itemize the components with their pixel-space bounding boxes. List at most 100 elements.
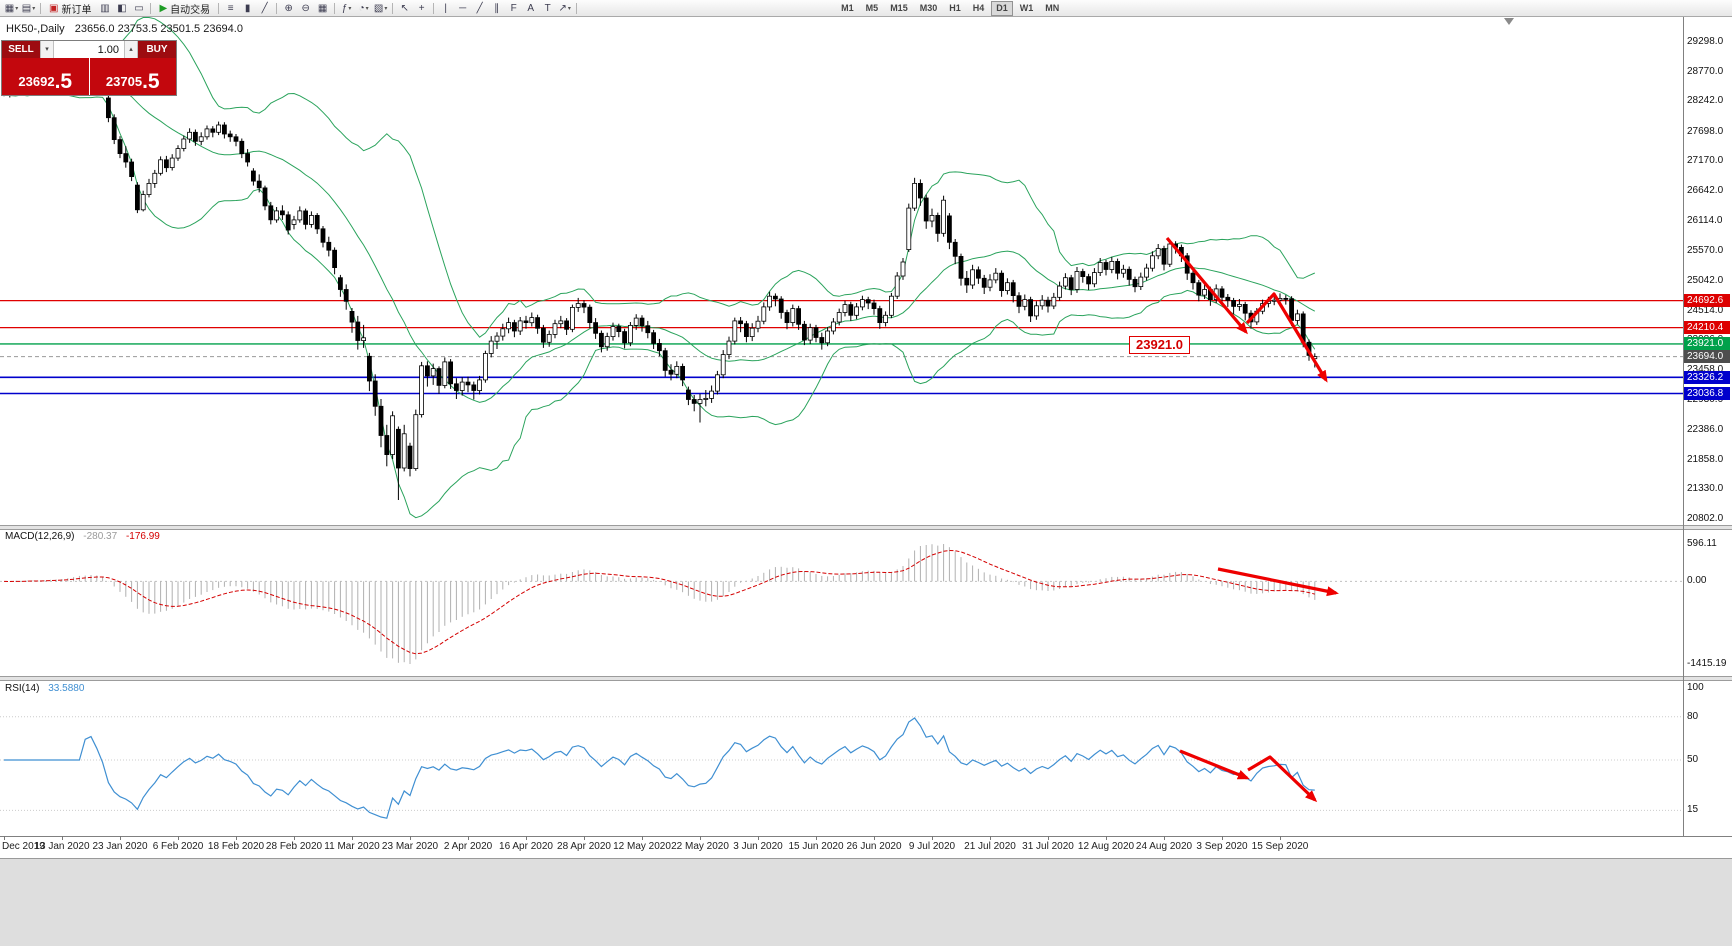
timeframe-m15[interactable]: M15 xyxy=(890,2,908,13)
fibonacci-icon[interactable]: F xyxy=(505,1,522,16)
timeframe-mn[interactable]: MN xyxy=(1045,2,1060,13)
data-window-icon-glyph: ◧ xyxy=(117,2,127,14)
price-tag[interactable]: 23921.0 xyxy=(1684,337,1730,351)
bar-chart-icon[interactable]: ≡ xyxy=(222,1,239,16)
bar-chart-icon-glyph: ≡ xyxy=(227,2,234,14)
price-callout[interactable]: 23921.0 xyxy=(1129,336,1190,354)
time-axis[interactable] xyxy=(0,836,1732,858)
time-axis-label: 23 Jan 2020 xyxy=(92,841,148,852)
time-axis-label: 21 Jul 2020 xyxy=(964,841,1016,852)
timeframe-h4[interactable]: H4 xyxy=(972,2,985,13)
time-axis-tick xyxy=(584,836,585,840)
navigator-icon[interactable]: ▭ xyxy=(130,1,147,16)
price-tag[interactable]: 23036.8 xyxy=(1684,387,1730,401)
volume-up-spinner[interactable]: ▴ xyxy=(124,41,138,58)
time-axis-label: 23 Mar 2020 xyxy=(381,841,439,852)
new-order-button-glyph: ▣ xyxy=(49,2,59,14)
templates-icon-glyph: ▧ xyxy=(373,2,384,14)
timeframe-m30[interactable]: M30 xyxy=(919,2,938,13)
price-axis-tick: 23458.0 xyxy=(1687,363,1724,375)
buy-button[interactable]: BUY xyxy=(138,41,176,58)
toolbar-separator xyxy=(576,2,578,14)
profiles-icon-caret-icon: ▾ xyxy=(32,5,36,12)
volume-down-spinner[interactable]: ▾ xyxy=(40,41,54,58)
tile-windows-icon[interactable]: ▦ xyxy=(314,1,331,16)
profiles-icon[interactable]: ▤ ▾ xyxy=(20,1,37,16)
time-axis-tick xyxy=(62,836,63,840)
time-axis-tick xyxy=(932,836,933,840)
time-axis-tick xyxy=(1280,836,1281,840)
templates-icon[interactable]: ▧ ▾ xyxy=(372,1,389,16)
time-axis-tick xyxy=(178,836,179,840)
time-axis-label: 28 Apr 2020 xyxy=(557,841,611,852)
new-chart-icon-glyph: ▦ xyxy=(4,2,15,14)
macd-axis-label: 596.11 xyxy=(1687,538,1717,549)
navigator-icon-glyph: ▭ xyxy=(134,2,144,14)
chart-shift-marker[interactable] xyxy=(1504,18,1514,25)
time-axis-tick xyxy=(1106,836,1107,840)
cursor-icon-glyph: ↖ xyxy=(400,2,409,14)
horizontal-line-icon[interactable]: ─ xyxy=(454,1,471,16)
price-tag[interactable]: 23694.0 xyxy=(1684,350,1730,364)
buy-price[interactable]: 23705.5 xyxy=(89,58,176,95)
text-icon-glyph: A xyxy=(527,2,534,14)
trendline-icon-glyph: ╱ xyxy=(476,2,483,14)
zoom-in-icon-glyph: ⊕ xyxy=(284,2,293,14)
timeframe-w1[interactable]: W1 xyxy=(1019,2,1034,13)
line-chart-icon[interactable]: ╱ xyxy=(256,1,273,16)
macd-axis-label: -1415.19 xyxy=(1687,658,1727,669)
timeframe-m1[interactable]: M1 xyxy=(841,2,854,13)
workspace-background xyxy=(0,858,1732,946)
tile-windows-icon-glyph: ▦ xyxy=(317,2,328,14)
price-tag[interactable]: 24692.6 xyxy=(1684,294,1730,308)
zoom-in-icon[interactable]: ⊕ xyxy=(280,1,297,16)
rsi-axis-label: 50 xyxy=(1687,754,1699,765)
buy-price-main: 23705 xyxy=(105,74,143,89)
zoom-out-icon[interactable]: ⊖ xyxy=(297,1,314,16)
time-axis-label: 12 May 2020 xyxy=(613,841,671,852)
time-axis-tick xyxy=(352,836,353,840)
candlestick-chart-icon[interactable]: ▮ xyxy=(239,1,256,16)
arrows-tool-icon-caret-icon: ▾ xyxy=(567,5,571,12)
sell-button[interactable]: SELL xyxy=(2,41,40,58)
time-axis-label: Dec 2019 xyxy=(2,841,45,852)
trendline-icon[interactable]: ╱ xyxy=(471,1,488,16)
price-tag[interactable]: 23326.2 xyxy=(1684,370,1730,384)
volume-input[interactable] xyxy=(54,41,124,58)
new-chart-icon[interactable]: ▦ ▾ xyxy=(3,1,20,16)
templates-icon-caret-icon: ▾ xyxy=(384,5,388,12)
arrows-tool-icon[interactable]: ↗ ▾ xyxy=(556,1,573,16)
text-label-icon[interactable]: T xyxy=(539,1,556,16)
market-watch-icon[interactable]: ▥ xyxy=(96,1,113,16)
chart-window[interactable] xyxy=(0,17,1732,858)
crosshair-icon[interactable]: + xyxy=(413,1,430,16)
toolbar-separator xyxy=(334,2,336,14)
panel-separator[interactable] xyxy=(0,676,1732,681)
sell-price-fraction: .5 xyxy=(54,70,73,93)
new-order-button[interactable]: ▣ 新订单 xyxy=(44,1,96,16)
timeframe-d1[interactable]: D1 xyxy=(991,0,1013,16)
timeframe-h1[interactable]: H1 xyxy=(949,2,961,13)
new-chart-icon-caret-icon: ▾ xyxy=(15,5,19,12)
toolbar: ▦ ▾ ▤ ▾ ▣ 新订单 ▥ ◧ ▭ ▶ 自动交易 ≡ ▮ ╱ ⊕ ⊖ ▦ ƒ ▾ ◔ ▾ ▧ ▾ ↖ + | ─ ╱ ∥ F A T ↗ ▾ M… xyxy=(0,0,1732,17)
price-axis-tick: 24514.0 xyxy=(1687,304,1724,316)
indicators-icon[interactable]: ƒ ▾ xyxy=(338,1,355,16)
sell-price-main: 23692 xyxy=(18,74,55,89)
vertical-line-icon[interactable]: | xyxy=(437,1,454,16)
cursor-icon[interactable]: ↖ xyxy=(396,1,413,16)
data-window-icon[interactable]: ◧ xyxy=(113,1,130,16)
price-tag[interactable]: 24210.4 xyxy=(1684,321,1730,335)
periods-icon[interactable]: ◔ ▾ xyxy=(355,1,372,16)
sell-price[interactable]: 23692.5 xyxy=(2,58,90,95)
time-axis-tick xyxy=(4,836,5,840)
toolbar-separator xyxy=(433,2,435,14)
time-axis-label: 31 Jul 2020 xyxy=(1022,841,1074,852)
timeframe-m5[interactable]: M5 xyxy=(865,2,879,13)
equidistant-channel-icon[interactable]: ∥ xyxy=(488,1,505,16)
toolbar-separator xyxy=(150,2,152,14)
text-icon[interactable]: A xyxy=(522,1,539,16)
autotrading-button[interactable]: ▶ 自动交易 xyxy=(154,1,215,16)
buy-price-fraction: .5 xyxy=(142,70,160,93)
chart-title: HK50-,Daily 23656.0 23753.5 23501.5 2369… xyxy=(6,23,243,35)
panel-separator[interactable] xyxy=(0,525,1732,530)
